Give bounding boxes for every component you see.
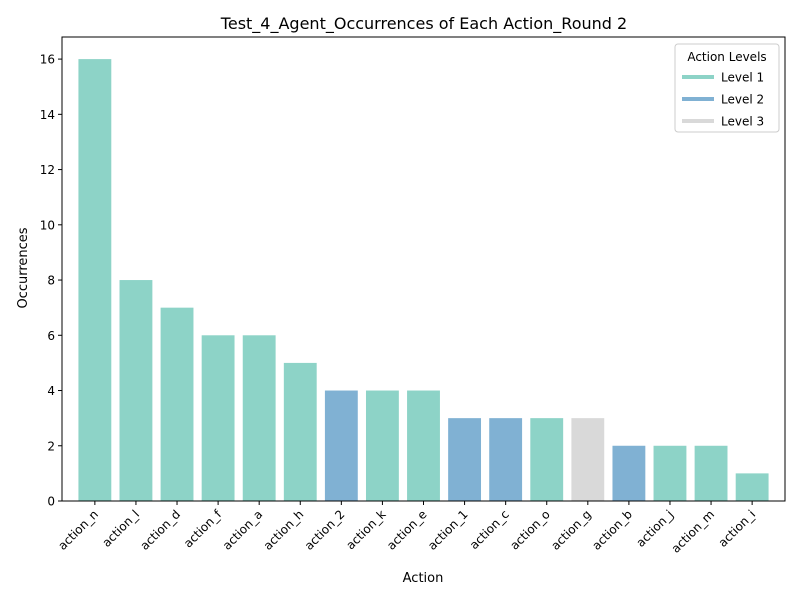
y-tick-label: 16 (40, 53, 55, 67)
x-tick-label: action_e (384, 507, 429, 552)
x-tick-label: action_2 (302, 507, 348, 553)
x-tick-label: action_c (467, 507, 512, 552)
x-tick-label: action_b (589, 507, 635, 553)
bar-action_2 (324, 390, 358, 501)
bar-action_i (735, 473, 769, 501)
bar-action_k (365, 390, 399, 501)
y-tick-label: 14 (40, 108, 55, 122)
bar-action_a (242, 335, 276, 501)
y-tick-label: 2 (47, 439, 55, 453)
y-tick-label: 4 (47, 384, 55, 398)
legend-entry-label: Level 2 (721, 93, 764, 107)
bar-action_d (160, 307, 194, 501)
x-tick-label: action_o (507, 507, 552, 552)
bar-action_e (407, 390, 440, 501)
y-tick-label: 8 (47, 274, 55, 288)
x-tick-label: action_f (181, 507, 225, 551)
x-tick-label: action_a (220, 507, 265, 552)
legend-title: Action Levels (687, 50, 766, 64)
x-axis-label: Action (403, 571, 444, 586)
bar-action_f (201, 335, 235, 501)
bar-action_g (571, 418, 605, 501)
bar-action_o (530, 418, 564, 501)
y-tick-label: 6 (47, 329, 55, 343)
x-tick-label: action_m (669, 507, 718, 556)
bar-action_h (283, 362, 317, 501)
y-tick-label: 0 (47, 495, 55, 509)
x-tick-label: action_h (261, 507, 307, 553)
bar-action_1 (448, 418, 482, 501)
legend-entry-label: Level 1 (721, 71, 764, 85)
x-tick-label: action_d (137, 507, 183, 553)
x-tick-label: action_n (55, 507, 101, 553)
x-tick-label: action_i (716, 507, 759, 550)
bar-action_j (653, 445, 687, 501)
plot-area (61, 36, 786, 502)
x-tick-label: action_k (343, 507, 388, 552)
y-axis: 0 2 4 6 8 10 12 14 16 (40, 53, 62, 509)
legend: Action Levels Level 1 Level 2 Level 3 (674, 43, 780, 133)
x-tick-label: action_g (548, 507, 594, 553)
bar-action_n (78, 59, 112, 501)
bar-action_l (119, 280, 153, 501)
legend-box (674, 43, 780, 133)
x-axis: action_naction_laction_daction_faction_a… (55, 501, 758, 556)
x-tick-label: action_1 (425, 507, 471, 553)
bar-action_b (612, 445, 646, 501)
chart-title: Test_4_Agent_Occurrences of Each Action_… (220, 14, 627, 34)
y-axis-label: Occurrences (16, 227, 31, 308)
x-tick-label: action_l (99, 507, 142, 550)
bar-action_c (489, 418, 523, 501)
y-tick-label: 12 (40, 163, 55, 177)
y-tick-label: 10 (40, 218, 55, 232)
legend-entry-label: Level 3 (721, 115, 764, 129)
bar-action_m (694, 445, 728, 501)
